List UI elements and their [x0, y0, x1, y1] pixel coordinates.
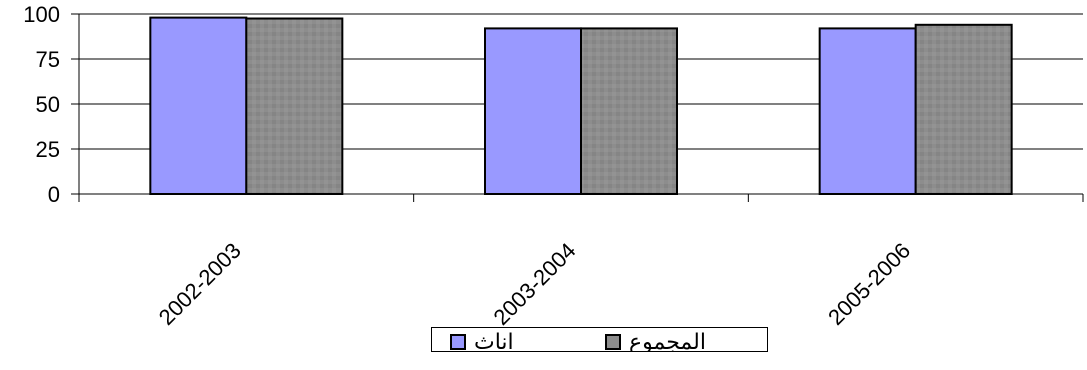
- x-tick-label: 2002-2003: [154, 238, 246, 330]
- bar-1-2003-2004: [484, 27, 582, 196]
- legend-item-series-1: اناث: [450, 329, 514, 352]
- legend-label-series-2: المجموع: [629, 329, 706, 352]
- legend-label-series-1: اناث: [474, 329, 514, 352]
- legend-swatch-series-2: [605, 334, 621, 350]
- x-tick-label: 2005-2006: [823, 238, 915, 330]
- legend-item-series-2: المجموع: [605, 329, 706, 352]
- bar-2-2002-2003: [245, 17, 344, 195]
- x-tick-label: 2003-2004: [488, 238, 580, 330]
- bar-1-2002-2003: [149, 16, 248, 195]
- y-tick-label: 0: [48, 182, 60, 207]
- bars-layer: [149, 16, 1013, 196]
- bar-2-2003-2004: [580, 27, 678, 196]
- y-tick-label: 50: [36, 92, 60, 117]
- y-tick-label: 75: [36, 47, 60, 72]
- bar-1-2005-2006: [818, 27, 917, 196]
- legend-swatch-series-1: [450, 334, 466, 350]
- legend: اناث المجموع: [431, 327, 768, 352]
- bar-2-2005-2006: [914, 23, 1013, 195]
- y-tick-label: 100: [23, 2, 60, 27]
- y-tick-label: 25: [36, 137, 60, 162]
